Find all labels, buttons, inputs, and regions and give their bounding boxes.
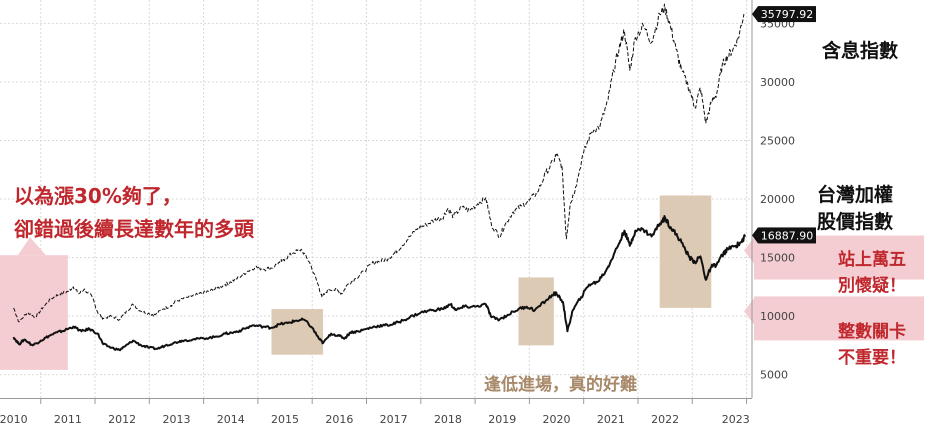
x-tick-label-2018: 2018 [434, 413, 462, 426]
label-taiex-line2: 股價指數 [817, 211, 894, 233]
last-value-tags: 35797.92 16887.90 [752, 6, 816, 244]
x-tick-label-2023: 2023 [722, 413, 750, 426]
y-tick-label-5000: 5000 [760, 369, 788, 382]
x-tick-label-2014: 2014 [217, 413, 245, 426]
x-tick-label-2019: 2019 [488, 413, 516, 426]
main-callout-pointer [18, 237, 46, 256]
x-tick-label-2011: 2011 [54, 413, 82, 426]
last-value-tag-2: 16887.90 [752, 227, 816, 244]
callout-15000-line1: 站上萬五 [838, 250, 906, 270]
x-tick-label-2021: 2021 [597, 413, 625, 426]
y-tick-label-15000: 15000 [760, 252, 795, 265]
x-axis: 2010 2011 2012 2013 2014 2015 2016 2017 2018 2019… [0, 398, 752, 426]
x-tick-label-2020: 2020 [543, 413, 571, 426]
label-taiex-line1: 台灣加權 [817, 184, 894, 206]
y-tick-label-10000: 10000 [760, 310, 795, 323]
y-tick-label-20000: 20000 [760, 193, 795, 206]
main-callout-line2: 卻錯過後續長達數年的多頭 [14, 217, 254, 241]
x-tick-label-2022: 2022 [651, 413, 679, 426]
highlight-box-3 [518, 277, 554, 346]
series-line-1 [13, 3, 745, 323]
y-tick-label-30000: 30000 [760, 76, 795, 89]
callout-15000-line2: 別懷疑！ [838, 276, 906, 296]
callout-10000-box [754, 296, 924, 341]
label-total-return: 含息指數 [822, 40, 899, 62]
y-tick-label-25000: 25000 [760, 134, 795, 147]
x-tick-label-2010: 2010 [0, 413, 28, 426]
main-callout-line1: 以為漲30%夠了， [14, 184, 182, 208]
x-tick-label-2013: 2013 [162, 413, 190, 426]
x-tick-label-2015: 2015 [271, 413, 299, 426]
callout-10000-line2: 不重要！ [838, 348, 906, 368]
tan-callout: 逢低進場，真的好難 [484, 375, 637, 395]
series-lines [12, 3, 747, 352]
last-value-text-1: 35797.92 [761, 8, 814, 21]
grid [0, 0, 752, 398]
last-value-tag-1: 35797.92 [752, 6, 816, 23]
x-tick-label-2017: 2017 [380, 413, 408, 426]
highlight-box-1 [0, 255, 68, 370]
last-value-text-2: 16887.90 [761, 229, 814, 242]
series-line-2 [12, 215, 747, 352]
x-tick-label-2016: 2016 [325, 413, 353, 426]
highlight-boxes [0, 195, 924, 370]
callout-10000-line1: 整數關卡 [838, 322, 906, 342]
x-tick-label-2012: 2012 [108, 413, 136, 426]
